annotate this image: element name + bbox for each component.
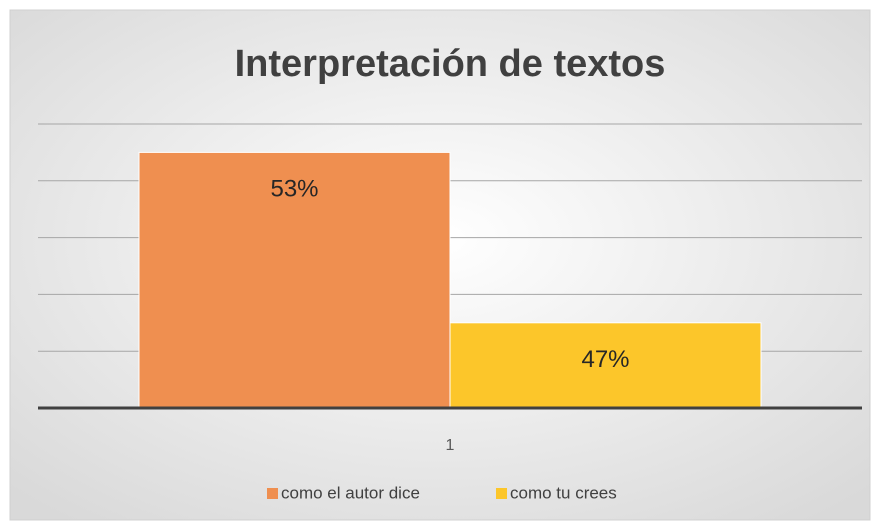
bar	[449, 322, 762, 409]
data-label: 53%	[270, 176, 318, 203]
x-tick-label: 1	[446, 437, 455, 454]
legend-swatch	[267, 488, 278, 499]
legend-label: como el autor dice	[281, 483, 420, 502]
chart-title: Interpretación de textos	[235, 43, 666, 85]
legend-label: como tu crees	[510, 483, 617, 502]
bar	[138, 151, 451, 409]
legend-swatch	[496, 488, 507, 499]
data-label: 47%	[581, 346, 629, 373]
